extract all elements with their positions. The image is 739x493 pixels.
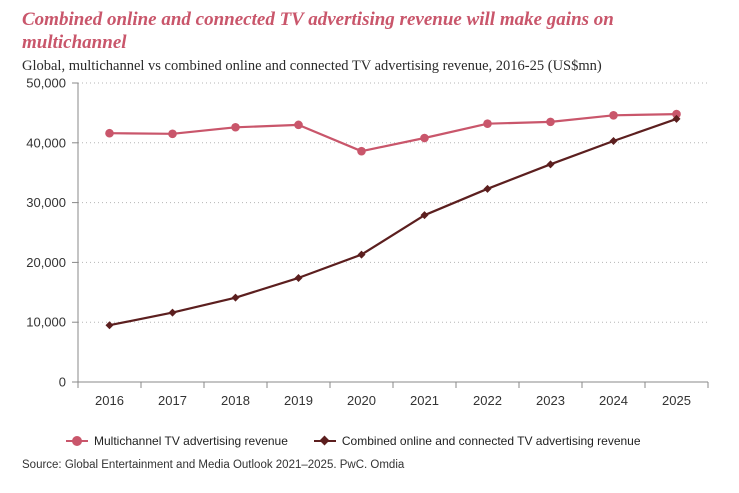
data-point-1-2017 xyxy=(168,308,177,317)
data-point-0-2018 xyxy=(231,122,240,132)
data-point-0-2017 xyxy=(168,129,177,139)
chart-title: Combined online and connected TV adverti… xyxy=(22,9,614,53)
data-point-1-2024 xyxy=(609,137,618,146)
series-line-0 xyxy=(109,113,677,153)
source-note: Source: Global Entertainment and Media O… xyxy=(22,459,405,471)
legend-circle-marker-icon xyxy=(66,436,88,446)
x-tick-label-2019: 2019 xyxy=(284,393,313,408)
data-point-1-2020 xyxy=(357,250,366,259)
data-point-0-2020 xyxy=(357,146,366,156)
y-tick-label-20000: 20,000 xyxy=(26,255,66,270)
x-tick-label-2018: 2018 xyxy=(221,393,250,408)
series-line-1 xyxy=(109,117,677,327)
x-tick-label-2021: 2021 xyxy=(410,393,439,408)
data-point-1-2018 xyxy=(231,293,240,302)
y-tick-label-0: 0 xyxy=(59,375,66,390)
legend-label-combined: Combined online and connected TV adverti… xyxy=(341,434,641,448)
x-tick-label-2024: 2024 xyxy=(599,393,628,408)
data-point-0-2019 xyxy=(294,120,303,130)
legend: Multichannel TV advertising revenue Comb… xyxy=(66,434,641,448)
x-tick-label-2022: 2022 xyxy=(473,393,502,408)
chart-subtitle: Global, multichannel vs combined online … xyxy=(22,58,602,74)
data-point-1-2025 xyxy=(672,114,681,123)
legend-label-multichannel: Multichannel TV advertising revenue xyxy=(94,434,288,448)
data-point-0-2025 xyxy=(672,109,681,119)
data-point-1-2016 xyxy=(105,321,114,330)
data-point-0-2022 xyxy=(483,119,492,128)
x-tick-label-2016: 2016 xyxy=(95,393,124,408)
legend-item-multichannel: Multichannel TV advertising revenue xyxy=(66,434,288,448)
x-tick-label-2020: 2020 xyxy=(347,393,376,408)
y-tick-label-30000: 30,000 xyxy=(26,195,66,210)
data-point-1-2021 xyxy=(420,211,429,220)
x-tick-label-2025: 2025 xyxy=(662,393,691,408)
x-tick-label-2017: 2017 xyxy=(158,393,187,408)
legend-diamond-marker-icon xyxy=(313,435,336,446)
legend-diamond-combined xyxy=(319,435,330,446)
y-tick-label-10000: 10,000 xyxy=(26,315,66,330)
data-point-0-2024 xyxy=(609,110,618,120)
data-point-1-2019 xyxy=(294,273,303,282)
y-tick-label-40000: 40,000 xyxy=(26,135,66,150)
data-point-1-2022 xyxy=(483,184,492,193)
legend-dot-multichannel xyxy=(72,436,82,446)
data-point-0-2016 xyxy=(105,128,114,138)
data-point-0-2023 xyxy=(546,117,555,127)
y-tick-label-50000: 50,000 xyxy=(26,76,66,91)
legend-item-combined: Combined online and connected TV adverti… xyxy=(313,434,641,448)
data-point-0-2021 xyxy=(420,133,429,143)
data-point-1-2023 xyxy=(546,160,555,169)
x-tick-label-2023: 2023 xyxy=(536,393,565,408)
